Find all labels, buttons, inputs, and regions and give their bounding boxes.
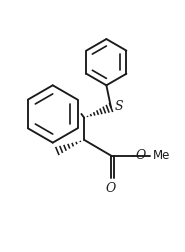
Text: O: O bbox=[136, 149, 146, 162]
Text: O: O bbox=[106, 182, 116, 195]
Text: Me: Me bbox=[153, 149, 171, 162]
Text: S: S bbox=[114, 100, 123, 113]
